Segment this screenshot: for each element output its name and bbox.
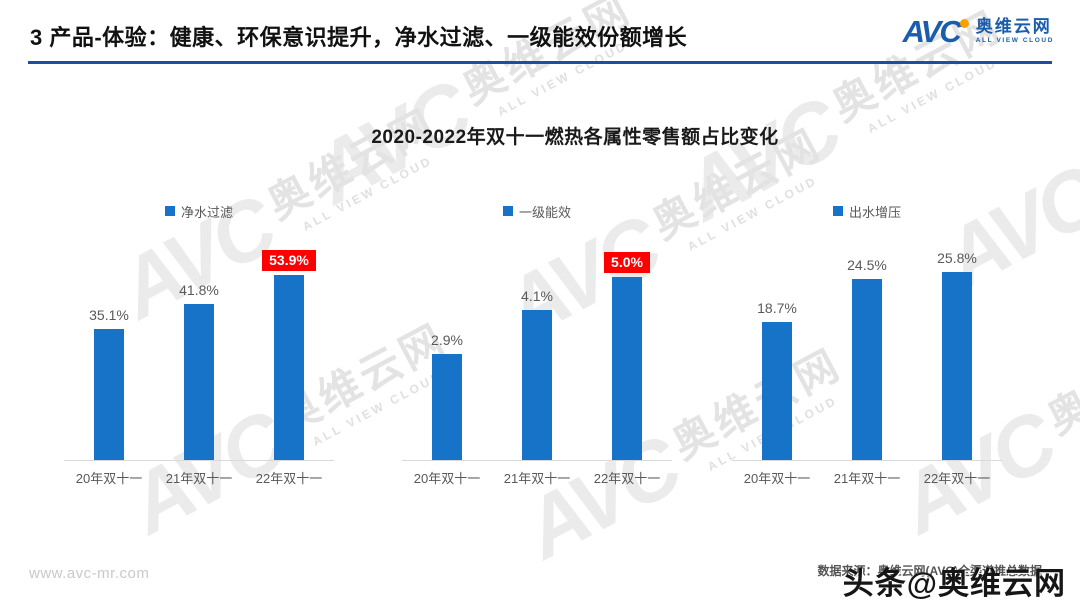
x-axis-label: 22年双十一 xyxy=(255,471,323,486)
bar-chart-出水增压: 18.7% 24.5% 25.8% xyxy=(732,250,1002,461)
legend-一级能效: 一级能效 xyxy=(402,203,672,220)
value-label-highlighted: 53.9% xyxy=(262,250,316,271)
legend-swatch-icon xyxy=(502,206,513,216)
legend-出水增压: 出水增压 xyxy=(732,203,1002,220)
bar xyxy=(852,279,882,460)
bar-column: 5.0% xyxy=(582,250,672,460)
x-axis-label: 21年双十一 xyxy=(833,471,901,486)
bar-chart-净水过滤: 35.1% 41.8% 53.9% xyxy=(64,250,334,461)
legend-label: 一级能效 xyxy=(518,204,571,220)
value-label: 25.8% xyxy=(937,250,977,266)
bar-column: 25.8% xyxy=(912,250,1002,460)
bar-column: 2.9% xyxy=(402,250,492,460)
x-axis-label: 20年双十一 xyxy=(75,471,143,486)
legend-净水过滤: 净水过滤 xyxy=(64,203,334,220)
toutiao-watermark: 头条@奥维云网 xyxy=(842,566,1066,601)
value-label: 4.1% xyxy=(521,288,553,304)
bar xyxy=(432,354,462,460)
bar xyxy=(612,277,642,460)
avc-logo-name: 奥维云网 xyxy=(975,17,1052,37)
value-label: 35.1% xyxy=(89,307,129,323)
data-source-note: 数据来源：奥维云网(AVC)全渠道推总数据 xyxy=(817,564,1042,578)
watermark-subtitle-text: ALL VIEW CLOUD xyxy=(300,153,435,234)
bar-chart-一级能效: 2.9% 4.1% 5.0% xyxy=(402,250,672,461)
value-label: 24.5% xyxy=(847,257,887,273)
bar-column: 18.7% xyxy=(732,250,822,460)
value-label-highlighted: 5.0% xyxy=(604,252,650,273)
legend-swatch-icon xyxy=(832,206,843,216)
value-label: 41.8% xyxy=(179,282,219,298)
x-axis-label: 22年双十一 xyxy=(923,471,991,486)
bar xyxy=(274,275,304,460)
x-axis-label: 20年双十一 xyxy=(743,471,811,486)
legend-label: 净水过滤 xyxy=(180,204,233,220)
bar xyxy=(184,304,214,460)
header-underline xyxy=(28,61,1052,64)
website-url: www.avc-mr.com xyxy=(29,565,150,582)
bar-column: 53.9% xyxy=(244,250,334,460)
x-axis-labels: 20年双十一 21年双十一 22年双十一 xyxy=(64,468,334,487)
avc-logo: AVC 奥维云网 ALL VIEW CLOUD xyxy=(903,16,1054,47)
avc-logo-orange-dot-icon xyxy=(959,19,969,28)
watermark-name-text: 奥维云网 xyxy=(1039,314,1080,443)
watermark-name-text: 奥维云网 xyxy=(454,0,640,113)
x-axis-label: 20年双十一 xyxy=(413,471,481,486)
bar-column: 24.5% xyxy=(822,250,912,460)
value-label: 2.9% xyxy=(431,332,463,348)
avc-logo-letters: AVC xyxy=(903,16,969,47)
avc-logo-subtitle: ALL VIEW CLOUD xyxy=(975,37,1054,45)
bar-column: 41.8% xyxy=(154,250,244,460)
bar xyxy=(762,322,792,460)
bar xyxy=(942,272,972,460)
page-title: 3 产品-体验：健康、环保意识提升，净水过滤、一级能效份额增长 xyxy=(30,25,688,50)
legend-label: 出水增压 xyxy=(848,204,901,220)
x-axis-label: 21年双十一 xyxy=(165,471,233,486)
bar xyxy=(522,310,552,460)
x-axis-label: 22年双十一 xyxy=(593,471,661,486)
bar-column: 35.1% xyxy=(64,250,154,460)
x-axis-label: 21年双十一 xyxy=(503,471,571,486)
bar xyxy=(94,329,124,460)
chart-title: 2020-2022年双十一燃热各属性零售额占比变化 xyxy=(371,127,779,148)
x-axis-labels: 20年双十一 21年双十一 22年双十一 xyxy=(732,468,1002,487)
bar-column: 4.1% xyxy=(492,250,582,460)
legend-swatch-icon xyxy=(164,206,175,216)
x-axis-labels: 20年双十一 21年双十一 22年双十一 xyxy=(402,468,672,487)
value-label: 18.7% xyxy=(757,300,797,316)
